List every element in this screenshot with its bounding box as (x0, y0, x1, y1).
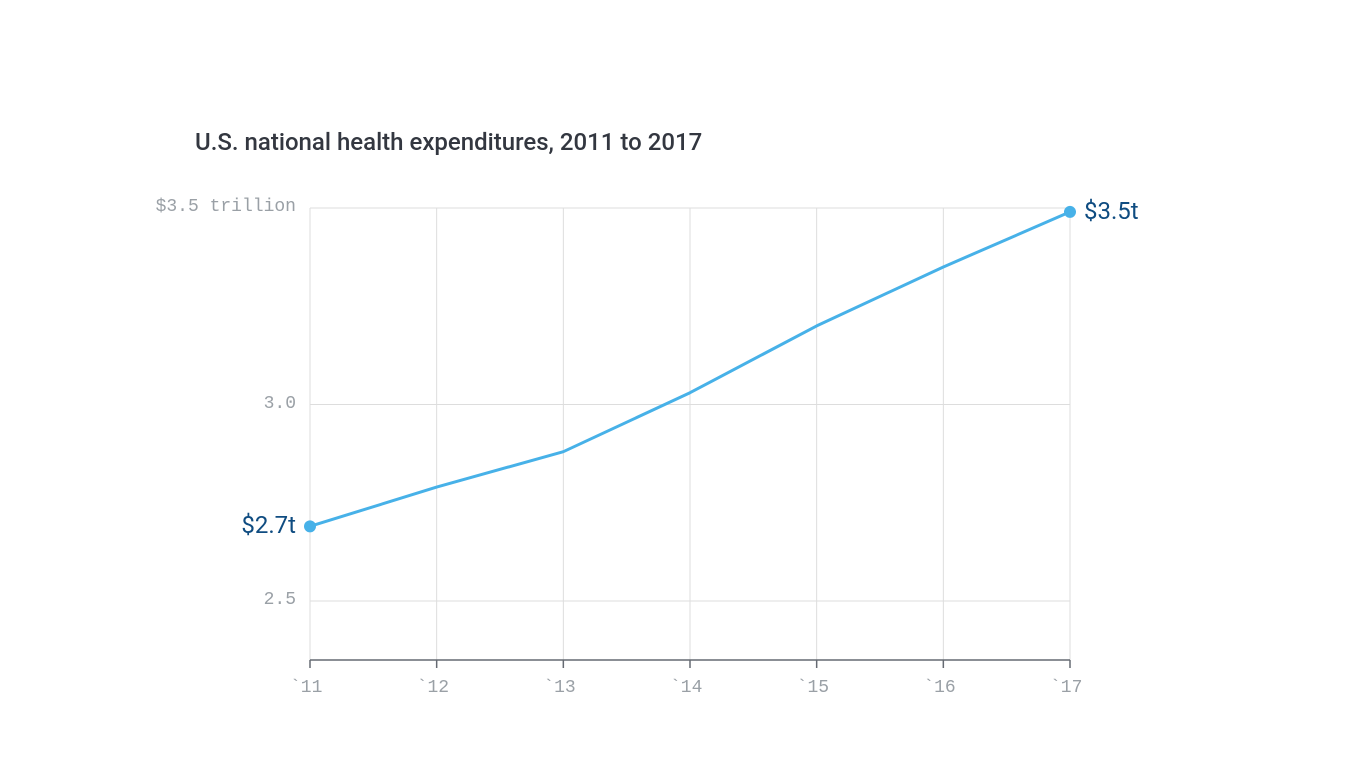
series-end-label: $3.5t (1084, 197, 1139, 225)
line-chart-svg (0, 0, 1366, 768)
y-tick-label: 2.5 (264, 590, 296, 610)
chart-canvas: U.S. national health expenditures, 2011 … (0, 0, 1366, 768)
x-tick-label: `11 (290, 678, 322, 698)
x-tick-label: `14 (670, 678, 702, 698)
x-tick-label: `15 (797, 678, 829, 698)
y-tick-label: 3.0 (264, 394, 296, 414)
x-tick-label: `16 (923, 678, 955, 698)
series-start-label: $2.7t (241, 511, 296, 539)
x-tick-label: `12 (417, 678, 449, 698)
x-tick-label: `13 (543, 678, 575, 698)
x-tick-label: `17 (1050, 678, 1082, 698)
y-tick-label: $3.5 trillion (156, 197, 296, 217)
